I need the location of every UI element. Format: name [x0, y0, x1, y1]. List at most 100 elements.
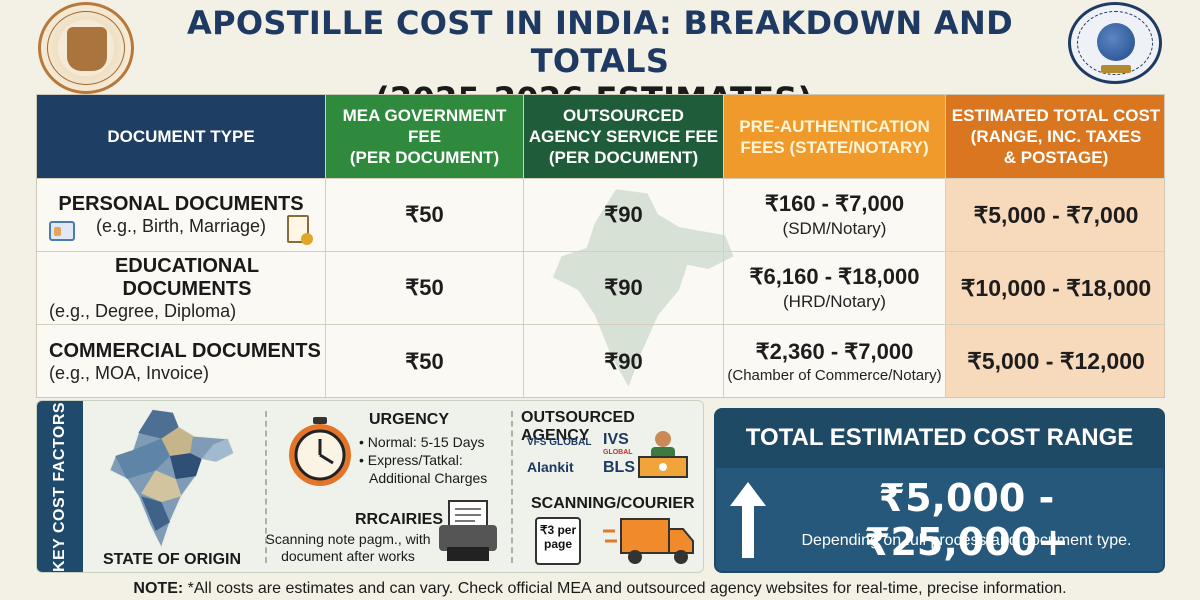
footer-note: NOTE: *All costs are estimates and can v…: [0, 580, 1200, 598]
urgency-item-text: Normal: 5-15 Days: [367, 434, 485, 450]
header-text: (PER DOCUMENT): [548, 148, 699, 167]
side-label-text: KEY COST FACTORS: [51, 401, 68, 573]
pre-auth-cell: ₹2,360 - ₹7,000 (Chamber of Commerce/Not…: [724, 325, 946, 397]
document-example: (e.g., Birth, Marriage): [95, 216, 267, 236]
key-cost-factors-panel: KEY COST FACTORS STATE OF ORIGIN URGENCY…: [36, 400, 704, 573]
table-row: COMMERCIAL DOCUMENTS (e.g., MOA, Invoice…: [37, 325, 1164, 397]
header-total-cost: ESTIMATED TOTAL COST (RANGE, INC. TAXES …: [946, 95, 1164, 179]
document-name: PERSONAL DOCUMENTS: [58, 193, 304, 215]
price-tag-line: ₹3 per: [539, 523, 577, 537]
pre-auth-cell: ₹6,160 - ₹18,000 (HRD/Notary): [724, 252, 946, 325]
mea-fee-value: ₹50: [405, 275, 444, 300]
mea-fee-cell: ₹50: [326, 325, 524, 397]
document-type-cell: EDUCATIONAL DOCUMENTS (e.g., Degree, Dip…: [37, 252, 326, 325]
seal-ring: [47, 11, 125, 85]
document-example: (e.g., MOA, Invoice): [49, 362, 210, 383]
agency-desk-icon: [638, 431, 688, 478]
table-header-row: DOCUMENT TYPE MEA GOVERNMENT FEE (PER DO…: [37, 95, 1164, 179]
pre-auth-cell: ₹160 - ₹7,000 (SDM/Notary): [724, 179, 946, 252]
title-line-1: APOSTILLE COST IN INDIA: BREAKDOWN AND T…: [187, 4, 1013, 80]
urgency-item: Additional Charges: [359, 469, 487, 487]
agency-fee-value: ₹90: [604, 202, 643, 227]
total-cost-value: ₹5,000 - ₹7,000: [973, 201, 1139, 228]
document-example: (e.g., Degree, Diploma): [49, 300, 237, 321]
header-text: FEES (STATE/NOTARY): [740, 137, 929, 157]
agency-fee-cell: ₹90: [524, 252, 724, 325]
price-tag: ₹3 per page: [535, 517, 581, 565]
table-row: EDUCATIONAL DOCUMENTS (e.g., Degree, Dip…: [37, 252, 1164, 325]
pre-auth-value: ₹2,360 - ₹7,000: [755, 339, 914, 364]
header-pre-auth: PRE-AUTHENTICATION FEES (STATE/NOTARY): [724, 95, 946, 179]
courier-title: SCANNING/COURIER: [531, 495, 695, 512]
pre-auth-note: (Chamber of Commerce/Notary): [727, 367, 942, 384]
emblem-icon: [67, 27, 107, 71]
total-cost-panel: TOTAL ESTIMATED COST RANGE ₹5,000 - ₹25,…: [714, 408, 1165, 573]
total-cost-cell: ₹10,000 - ₹18,000: [946, 252, 1164, 325]
mea-fee-cell: ₹50: [326, 252, 524, 325]
table-row: PERSONAL DOCUMENTS (e.g., Birth, Marriag…: [37, 179, 1164, 252]
urgency-list: • Normal: 5-15 Days • Express/Tatkal: Ad…: [359, 433, 487, 487]
price-tag-line: page: [543, 537, 572, 551]
cost-table: DOCUMENT TYPE MEA GOVERNMENT FEE (PER DO…: [36, 94, 1165, 398]
urgency-item-text: Express/Tatkal:: [367, 452, 463, 468]
urgency-item: • Express/Tatkal:: [359, 452, 463, 468]
header-text: AGENCY SERVICE FEE: [528, 127, 719, 146]
header-text: MEA GOVERNMENT FEE: [342, 106, 507, 146]
mea-fee-value: ₹50: [405, 348, 444, 374]
total-cost-value: ₹5,000 - ₹12,000: [967, 348, 1145, 374]
india-states-map-icon: [108, 409, 235, 550]
total-value: ₹5,000 - ₹25,000+: [864, 476, 1069, 564]
pre-auth-note: (HRD/Notary): [783, 292, 886, 311]
header-text: PRE-AUTHENTICATION: [739, 116, 930, 136]
pre-auth-note: (SDM/Notary): [782, 219, 887, 238]
header-agency-fee: OUTSOURCED AGENCY SERVICE FEE (PER DOCUM…: [524, 95, 724, 179]
agency-fee-value: ₹90: [604, 348, 643, 374]
alankit-logo: Alankit: [527, 459, 574, 475]
certificate-icon: [287, 215, 313, 245]
document-type-cell: PERSONAL DOCUMENTS (e.g., Birth, Marriag…: [37, 179, 326, 252]
total-body: ₹5,000 - ₹25,000+ Depending on full proc…: [716, 468, 1163, 571]
header-text: (RANGE, INC. TAXES: [970, 127, 1142, 146]
header-text: ESTIMATED TOTAL COST: [951, 106, 1161, 125]
header-text: OUTSOURCED: [563, 106, 684, 125]
pre-auth-value: ₹6,160 - ₹18,000: [749, 264, 920, 289]
state-of-origin-label: STATE OF ORIGIN: [102, 551, 242, 568]
note-text: *All costs are estimates and can vary. C…: [183, 580, 1067, 597]
arrow-up-icon: [730, 482, 766, 558]
document-type-cell: COMMERCIAL DOCUMENTS (e.g., MOA, Invoice…: [37, 325, 326, 397]
divider: [265, 411, 267, 563]
agency-fee-cell: ₹90: [524, 325, 724, 397]
total-cost-cell: ₹5,000 - ₹7,000: [946, 179, 1164, 252]
rrcairies-line: document after works: [281, 548, 415, 564]
urgency-title: URGENCY: [369, 411, 450, 428]
urgency-item-text: Additional Charges: [369, 470, 488, 486]
header-text: & POSTAGE): [1003, 148, 1109, 167]
seal-base: [1101, 65, 1131, 73]
agency-title: OUTSOURCED AGENCY: [521, 409, 635, 444]
seal-ring: [1077, 11, 1153, 75]
total-cost-cell: ₹5,000 - ₹12,000: [946, 325, 1164, 397]
document-name: COMMERCIAL DOCUMENTS: [49, 339, 321, 362]
document-name: EDUCATIONAL DOCUMENTS: [114, 254, 260, 300]
vfs-logo: VFS GLOBAL: [527, 437, 592, 448]
header-document-type: DOCUMENT TYPE: [37, 95, 326, 179]
header-mea-fee: MEA GOVERNMENT FEE (PER DOCUMENT): [326, 95, 524, 179]
india-map-watermark-icon: [553, 189, 734, 387]
scanner-printer-icon: [439, 500, 497, 561]
key-cost-factors-label: KEY COST FACTORS: [37, 401, 83, 573]
delivery-truck-icon: [603, 518, 694, 564]
pre-auth-value: ₹160 - ₹7,000: [764, 191, 905, 216]
rrcairies-text: Scanning note pagm., with document after…: [263, 531, 433, 565]
mea-fee-cell: ₹50: [326, 179, 524, 252]
agency-fee-value: ₹90: [604, 275, 643, 300]
globe-icon: [1097, 23, 1135, 61]
agency-fee-cell: ₹90: [524, 179, 724, 252]
id-card-icon: [49, 221, 75, 241]
bls-logo: BLS: [603, 459, 635, 476]
mea-seal-icon: [38, 2, 134, 94]
rrcairies-title: RRCAIRIES: [355, 511, 444, 528]
urgency-item: • Normal: 5-15 Days: [359, 434, 485, 450]
ivs-global-logo: GLOBAL: [603, 449, 633, 456]
ivs-logo: IVS: [603, 431, 629, 448]
rrcairies-line: Scanning note pagm., with: [265, 531, 431, 547]
